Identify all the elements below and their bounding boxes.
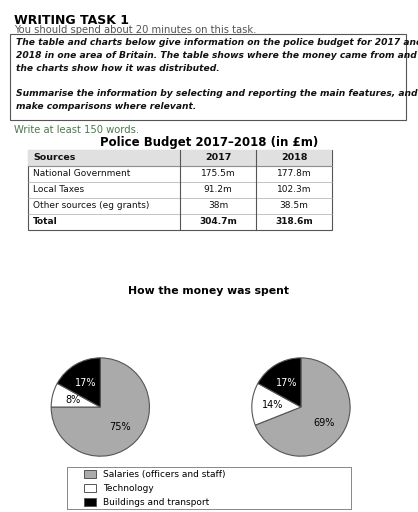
Text: 2017: 2017 <box>205 154 231 162</box>
Wedge shape <box>252 383 301 425</box>
Text: Write at least 150 words.: Write at least 150 words. <box>14 125 139 135</box>
Text: Other sources (eg grants): Other sources (eg grants) <box>33 202 149 210</box>
Text: 304.7m: 304.7m <box>199 218 237 226</box>
Text: 2018: 2018 <box>285 475 316 485</box>
Wedge shape <box>255 358 350 456</box>
Text: You should spend about 20 minutes on this task.: You should spend about 20 minutes on thi… <box>14 25 256 35</box>
Wedge shape <box>57 358 100 407</box>
Text: Sources: Sources <box>33 154 75 162</box>
Text: 69%: 69% <box>314 418 335 428</box>
Bar <box>28 150 332 166</box>
Text: WRITING TASK 1: WRITING TASK 1 <box>14 14 129 27</box>
Text: 38.5m: 38.5m <box>280 202 308 210</box>
Text: Total: Total <box>33 218 58 226</box>
Text: How the money was spent: How the money was spent <box>128 286 290 296</box>
Text: 14%: 14% <box>262 400 283 410</box>
Text: The table and charts below give information on the police budget for 2017 and
20: The table and charts below give informat… <box>16 38 418 111</box>
Text: 2018: 2018 <box>281 154 307 162</box>
Wedge shape <box>258 358 301 407</box>
Text: 102.3m: 102.3m <box>277 185 311 195</box>
Text: 91.2m: 91.2m <box>204 185 232 195</box>
Text: Local Taxes: Local Taxes <box>33 185 84 195</box>
Text: 17%: 17% <box>276 377 297 388</box>
Text: 8%: 8% <box>65 395 80 405</box>
Text: 38m: 38m <box>208 202 228 210</box>
Text: 17%: 17% <box>75 377 97 388</box>
Wedge shape <box>51 358 150 456</box>
Text: 175.5m: 175.5m <box>201 169 235 179</box>
Bar <box>28 150 332 230</box>
Text: 2017: 2017 <box>85 475 116 485</box>
Text: Police Budget 2017–2018 (in £m): Police Budget 2017–2018 (in £m) <box>100 136 318 149</box>
Text: 177.8m: 177.8m <box>277 169 311 179</box>
Text: National Government: National Government <box>33 169 130 179</box>
Legend: Salaries (officers and staff), Technology, Buildings and transport: Salaries (officers and staff), Technolog… <box>80 466 229 511</box>
Wedge shape <box>51 383 100 407</box>
FancyBboxPatch shape <box>10 34 406 120</box>
Text: 318.6m: 318.6m <box>275 218 313 226</box>
Text: 75%: 75% <box>110 422 131 432</box>
